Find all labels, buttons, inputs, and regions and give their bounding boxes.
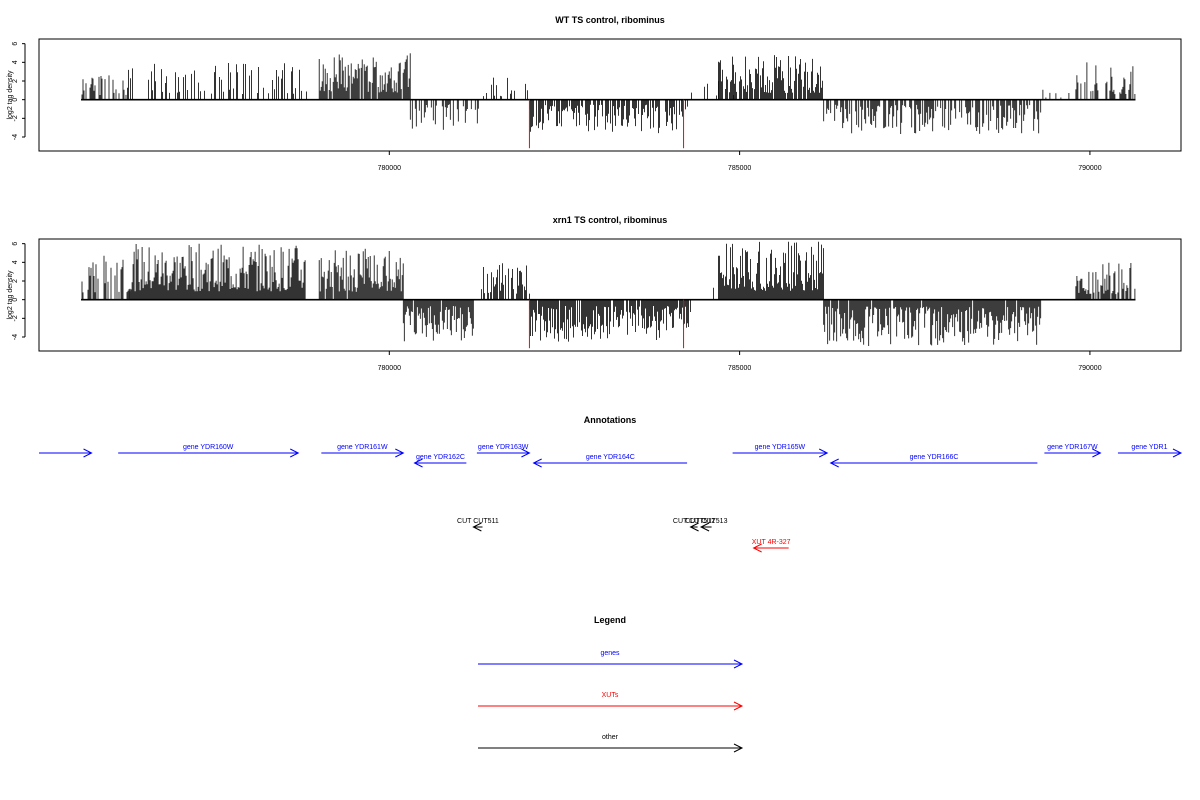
legend-entries: genes XUTs other [478,650,744,753]
feature-label: gene YDR167W [1047,444,1098,451]
legend-entry-gene: genes [478,650,744,669]
legend-entry-xut: XUTs [478,692,744,711]
y-axis-label: log2 tag density [7,270,14,320]
annotation-gene-ydr163w: gene YDR163W [476,444,531,458]
legend-label: other [602,734,619,741]
annotation-gene-ydr167w: gene YDR167W [1044,444,1102,458]
y-tick-label: -4 [12,134,19,140]
x-tick-label: 790000 [1078,365,1101,372]
x-tick-label: 785000 [728,165,751,172]
xrn1-coverage-panel: xrn1 TS control, ribominus -4 -2 0 2 4 6 7800… [7,215,1182,372]
arrow-head [818,448,829,458]
annotation-cut-cut513: CUT CUT513 [685,518,728,532]
arrow-head [83,448,93,458]
feature-label: CUT CUT512 [673,518,715,525]
x-tick-label: 790000 [1078,165,1101,172]
annotation-cut-cut512: CUT CUT512 [673,518,715,532]
feature-label: gene YDR166C [910,454,959,461]
feature-label: gene YDR161W [337,444,388,451]
feature-label: CUT CUT513 [685,518,727,525]
y-tick-label: 0 [12,98,19,102]
annotation-gene-ydr161w: gene YDR161W [321,444,405,458]
annotation-gene-ydr165w: gene YDR165W [732,444,829,458]
arrow-head [413,458,423,468]
annotation-cut-cut511: CUT CUT511 [457,518,499,532]
arrow-head [290,448,300,458]
x-tick-label: 780000 [378,365,401,372]
feature-label: gene YDR165W [755,444,806,451]
arrow-head [752,543,762,553]
arrow-head [532,458,542,468]
feature-label: CUT CUT511 [457,518,499,525]
x-tick-label: 785000 [728,365,751,372]
arrow-head [521,448,531,458]
legend-arrow-head [733,743,744,753]
y-tick-label: 2 [12,279,19,283]
arrow-head [1092,448,1102,458]
y-tick-label: 6 [12,42,19,46]
annotation-gene-ydr162c: gene YDR162C [413,454,467,468]
legend: Legend genes XUTs other [478,615,744,753]
y-tick-label: 2 [12,79,19,83]
feature-label: XUT 4R-327 [752,539,791,546]
legend-arrow-head [733,701,744,711]
y-tick-label: 4 [12,60,19,64]
legend-label: XUTs [602,692,619,699]
legend-title: Legend [594,615,626,625]
y-tick-label: 0 [12,298,19,302]
y-axis: -4 -2 0 2 4 6 [12,42,26,140]
legend-arrow-head [733,659,744,669]
coverage-bars [81,53,1136,149]
feature-label: gene YDR1 [1131,444,1167,451]
arrow-head [689,522,699,532]
y-tick-label: -2 [12,115,19,121]
coverage-bars [81,241,1136,349]
plot-frame [38,38,1182,152]
feature-label: gene YDR160W [183,444,234,451]
y-tick-label: -4 [12,334,19,340]
x-tick-label: 780000 [378,165,401,172]
y-tick-label: -2 [12,315,19,321]
annotation-gene-ydr166c: gene YDR166C [829,454,1038,468]
plot-frame [38,238,1182,352]
arrow-head [472,522,482,532]
wt-coverage-panel: WT TS control, ribominus -4 -2 0 2 4 6 780000… [7,15,1182,172]
y-axis-label: log2 tag density [7,70,14,120]
legend-label: genes [600,650,620,657]
feature-label: gene YDR164C [586,454,635,461]
annotations-panel: Annotations gene YDR160W gene YDR161Wgene… [39,415,1183,553]
feature-label: gene YDR162C [416,454,465,461]
annotation-xut-4r-327: XUT 4R-327 [752,539,791,553]
y-tick-label: 6 [12,242,19,246]
annotation-unlabeled-gene [39,448,93,458]
arrow-head [699,522,710,532]
y-axis: -4 -2 0 2 4 6 [12,242,26,340]
panel-title: WT TS control, ribominus [555,15,665,25]
annotation-gene-ydr1: gene YDR1 [1117,444,1183,458]
feature-label: gene YDR163W [478,444,529,451]
arrow-head [395,448,405,458]
annotation-gene-ydr164c: gene YDR164C [532,454,688,468]
x-axis: 780000 785000 790000 [378,151,1102,172]
arrow-head [829,458,839,468]
y-tick-label: 4 [12,260,19,264]
legend-entry-other: other [478,734,744,753]
annotation-features: gene YDR160W gene YDR161W gene YDR162C gene… [39,444,1183,553]
annotations-title: Annotations [584,415,637,425]
annotation-gene-ydr160w: gene YDR160W [118,444,300,458]
arrow-head [1172,448,1183,458]
panel-title: xrn1 TS control, ribominus [553,215,668,225]
x-axis: 780000 785000 790000 [378,351,1102,372]
